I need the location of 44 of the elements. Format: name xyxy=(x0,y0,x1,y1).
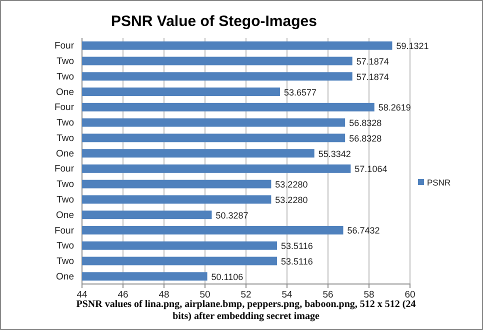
x-tick-label: 58 xyxy=(364,290,374,301)
y-tick-label: One xyxy=(56,86,74,98)
y-tick-label: Two xyxy=(56,194,74,206)
data-label: 50.3287 xyxy=(216,210,248,220)
data-label: 57.1874 xyxy=(356,72,389,82)
data-label: 53.2280 xyxy=(275,180,308,190)
y-tick-label: Four xyxy=(54,225,74,236)
y-tick-label: Two xyxy=(56,240,74,252)
x-tick-label: 52 xyxy=(240,290,252,301)
data-label: 57.1064 xyxy=(354,164,388,174)
y-tick-label: One xyxy=(56,210,74,221)
x-tick-label: 54 xyxy=(282,290,292,301)
x-axis-title: PSNR values of lina.png, airplane.bmp, peppers.png, baboon.png, 512 x 512 (24 bits) after embedding secret image xyxy=(76,299,416,322)
y-tick-label: Two xyxy=(56,132,74,144)
data-label: 58.2619 xyxy=(378,102,411,113)
y-tick-label: Two xyxy=(56,179,74,190)
y-tick-label: One xyxy=(56,271,74,282)
y-tick-label: One xyxy=(56,148,74,160)
y-tick-label: Four xyxy=(54,102,74,114)
y-tick-label: Two xyxy=(56,56,74,68)
data-label: 53.5116 xyxy=(280,241,313,252)
x-tick-label: 48 xyxy=(158,290,170,301)
y-tick-label: Four xyxy=(54,164,74,175)
legend-label: PSNR xyxy=(427,178,451,188)
x-tick-label: 46 xyxy=(118,290,128,301)
x-tick-label: 50 xyxy=(200,290,210,301)
data-label: 57.1874 xyxy=(356,56,389,66)
data-label: 53.6577 xyxy=(284,87,317,98)
data-label: 55.3342 xyxy=(318,148,351,159)
data-label: 56.8328 xyxy=(349,133,382,144)
y-tick-label: Two xyxy=(56,71,74,82)
y-tick-label: Two xyxy=(56,118,74,129)
data-label: 50.1106 xyxy=(211,272,244,282)
x-tick-label: 56 xyxy=(322,290,334,301)
x-tick-label: 60 xyxy=(404,290,416,301)
y-tick-label: Four xyxy=(54,40,74,52)
x-tick-label: 44 xyxy=(76,290,88,301)
chart-title: PSNR Value of Stego-Images xyxy=(111,13,317,30)
data-label: 56.7432 xyxy=(347,226,380,236)
data-label: 53.5116 xyxy=(280,256,313,266)
data-label: 59.1321 xyxy=(396,41,429,52)
data-label: 53.2280 xyxy=(275,194,308,205)
y-tick-label: Two xyxy=(56,256,74,268)
data-label: 56.8328 xyxy=(349,118,382,128)
